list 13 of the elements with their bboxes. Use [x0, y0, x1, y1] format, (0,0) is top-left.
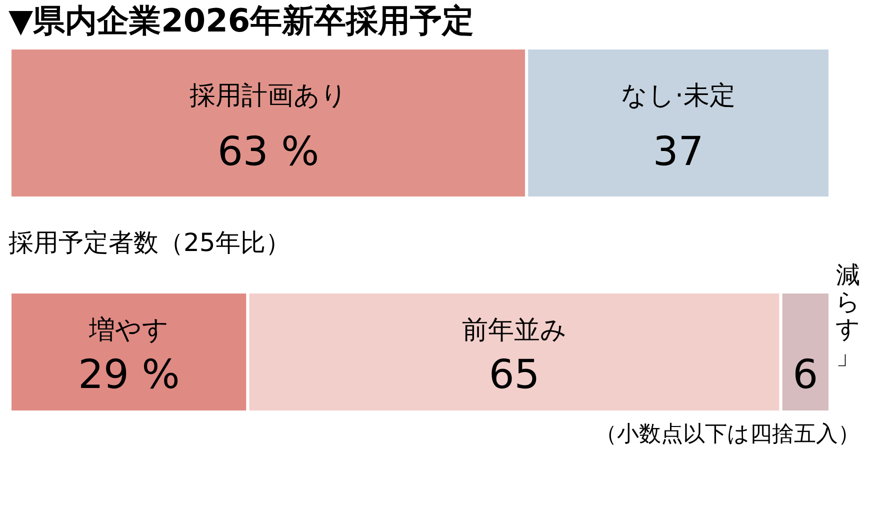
series-label: 減らす」	[836, 261, 860, 370]
data-label: 6	[792, 352, 818, 398]
data-label: 65	[488, 352, 540, 398]
series-label: なし·未定	[621, 81, 736, 111]
text: （小数点以下は四捨五入）	[595, 422, 860, 447]
series-label: 増やす	[88, 315, 169, 346]
data-label: 37	[652, 129, 704, 175]
data-label: 29 %	[78, 352, 180, 398]
series-label: 前年並み	[462, 315, 567, 346]
chart-title: ▼県内企業2026年新卒採用予定	[8, 2, 474, 40]
chart-title: 採用予定者数（25年比）	[8, 228, 290, 257]
series-label: 採用計画あり	[189, 81, 348, 111]
data-label: 63 %	[217, 129, 320, 175]
